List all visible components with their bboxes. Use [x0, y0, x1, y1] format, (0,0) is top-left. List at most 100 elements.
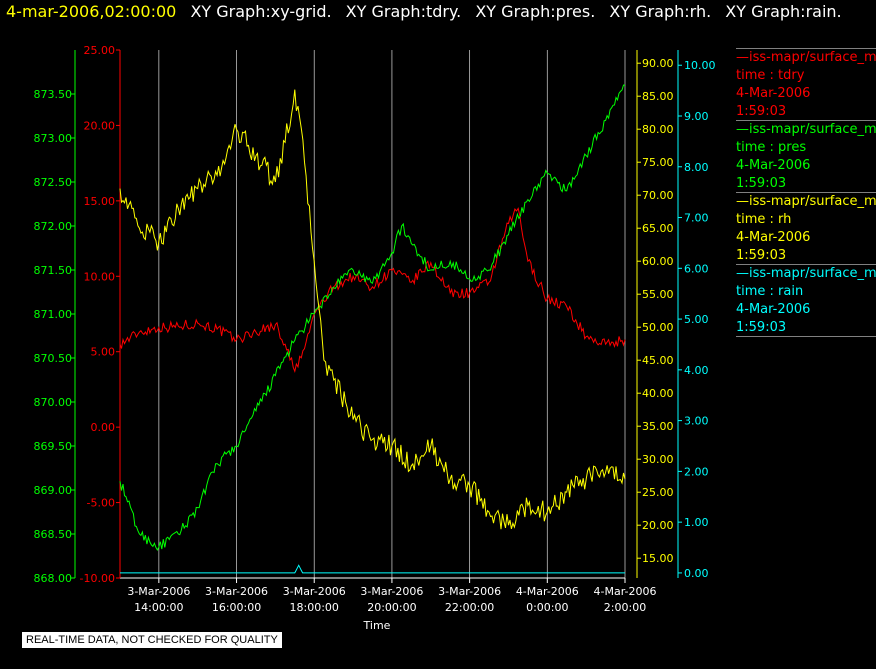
legend-variable: time : tdry	[736, 68, 805, 83]
pres-series-line	[119, 84, 626, 552]
x-tick-label-date: 3-Mar-2006	[360, 585, 423, 598]
x-tick-label-date: 3-Mar-2006	[438, 585, 501, 598]
rain-y-tick-label: 2.00	[684, 465, 709, 478]
tdry-y-tick-label: 20.00	[84, 119, 116, 132]
x-tick-label-date: 3-Mar-2006	[127, 585, 190, 598]
legend-date: 4-Mar-2006	[736, 86, 811, 101]
rain-y-tick-label: 10.00	[684, 59, 716, 72]
x-tick-label-time: 0:00:00	[526, 601, 568, 614]
graph-title-pres: XY Graph:pres.	[475, 2, 596, 21]
legend-date: 4-Mar-2006	[736, 158, 811, 173]
tdry-series-line	[119, 207, 626, 373]
legend-separator	[736, 264, 876, 265]
rh-y-tick-label: 35.00	[642, 420, 674, 433]
legend-separator	[736, 120, 876, 121]
x-tick-label-date: 3-Mar-2006	[205, 585, 268, 598]
legend-time: 1:59:03	[736, 320, 787, 335]
rh-y-tick-label: 15.00	[642, 552, 674, 565]
legend-time: 1:59:03	[736, 248, 787, 263]
pres-y-tick-label: 871.00	[34, 308, 73, 321]
rain-y-tick-label: 8.00	[684, 161, 709, 174]
x-tick-label-date: 4-Mar-2006	[516, 585, 579, 598]
legend-variable: time : rain	[736, 284, 804, 299]
tdry-y-tick-label: -10.00	[80, 572, 115, 585]
tdry-y-tick-label: 10.00	[84, 270, 116, 283]
legend-date: 4-Mar-2006	[736, 302, 811, 317]
legend-source-name: —iss-mapr/surface_m	[736, 50, 876, 65]
rain-y-tick-label: 3.00	[684, 415, 709, 428]
legend-end	[736, 336, 876, 337]
pres-y-tick-label: 872.00	[34, 220, 73, 233]
x-tick-label-date: 4-Mar-2006	[594, 585, 657, 598]
legend-date: 4-Mar-2006	[736, 230, 811, 245]
quality-warning-label: REAL-TIME DATA, NOT CHECKED FOR QUALITY	[21, 631, 283, 649]
pres-y-tick-label: 869.50	[34, 440, 73, 453]
pres-y-tick-label: 873.00	[34, 132, 73, 145]
chart-header: 4-mar-2006,02:00:00 XY Graph:xy-grid. XY…	[6, 2, 842, 24]
rh-y-tick-label: 85.00	[642, 90, 674, 103]
tdry-y-tick-label: -5.00	[87, 497, 115, 510]
rain-y-tick-label: 4.00	[684, 364, 709, 377]
rh-y-tick-label: 65.00	[642, 222, 674, 235]
graph-title-xy-grid: XY Graph:xy-grid.	[190, 2, 332, 21]
rh-y-tick-label: 60.00	[642, 255, 674, 268]
legend-time: 1:59:03	[736, 104, 787, 119]
legend-variable: time : rh	[736, 212, 792, 227]
rain-y-tick-label: 7.00	[684, 212, 709, 225]
tdry-y-tick-label: 25.00	[84, 44, 116, 57]
legend-separator	[736, 192, 876, 193]
legend-source-name: —iss-mapr/surface_m	[736, 266, 876, 281]
x-tick-label-time: 2:00:00	[604, 601, 646, 614]
legend-variable: time : pres	[736, 140, 807, 155]
pres-y-tick-label: 868.50	[34, 528, 73, 541]
x-tick-label-time: 14:00:00	[134, 601, 183, 614]
graph-title-tdry: XY Graph:tdry.	[345, 2, 462, 21]
legend-source-name: —iss-mapr/surface_m	[736, 122, 876, 137]
pres-y-tick-label: 870.50	[34, 352, 73, 365]
x-tick-label-date: 3-Mar-2006	[283, 585, 346, 598]
rh-y-tick-label: 90.00	[642, 57, 674, 70]
x-tick-label-time: 22:00:00	[445, 601, 494, 614]
rh-y-tick-label: 75.00	[642, 156, 674, 169]
rain-y-tick-label: 6.00	[684, 262, 709, 275]
rh-y-tick-label: 70.00	[642, 189, 674, 202]
pres-y-tick-label: 870.00	[34, 396, 73, 409]
tdry-y-tick-label: 5.00	[91, 346, 116, 359]
rh-y-tick-label: 80.00	[642, 123, 674, 136]
rain-series-line	[120, 564, 625, 574]
rain-y-tick-label: 9.00	[684, 110, 709, 123]
legend-separator	[736, 48, 876, 49]
rh-y-tick-label: 50.00	[642, 321, 674, 334]
x-tick-label-time: 16:00:00	[212, 601, 261, 614]
rh-y-tick-label: 40.00	[642, 387, 674, 400]
graph-title-rain: XY Graph:rain.	[725, 2, 842, 21]
tdry-y-tick-label: 0.00	[91, 421, 116, 434]
rain-y-tick-label: 5.00	[684, 313, 709, 326]
legend-source-name: —iss-mapr/surface_m	[736, 194, 876, 209]
graph-title-rh: XY Graph:rh.	[609, 2, 712, 21]
legend-separator	[736, 336, 876, 337]
rh-y-tick-label: 20.00	[642, 519, 674, 532]
pres-y-tick-label: 873.50	[34, 88, 73, 101]
rh-series-line	[119, 89, 626, 530]
pres-y-tick-label: 871.50	[34, 264, 73, 277]
rh-y-tick-label: 25.00	[642, 486, 674, 499]
rh-y-tick-label: 45.00	[642, 354, 674, 367]
x-tick-label-time: 20:00:00	[367, 601, 416, 614]
pres-y-tick-label: 869.00	[34, 484, 73, 497]
header-timestamp: 4-mar-2006,02:00:00	[6, 2, 177, 21]
x-axis-label: Time	[363, 619, 391, 632]
rain-y-tick-label: 0.00	[684, 567, 709, 580]
pres-y-tick-label: 868.00	[34, 572, 73, 585]
rh-y-tick-label: 55.00	[642, 288, 674, 301]
x-tick-label-time: 18:00:00	[290, 601, 339, 614]
legend-time: 1:59:03	[736, 176, 787, 191]
tdry-y-tick-label: 15.00	[84, 195, 116, 208]
pres-y-tick-label: 872.50	[34, 176, 73, 189]
rh-y-tick-label: 30.00	[642, 453, 674, 466]
